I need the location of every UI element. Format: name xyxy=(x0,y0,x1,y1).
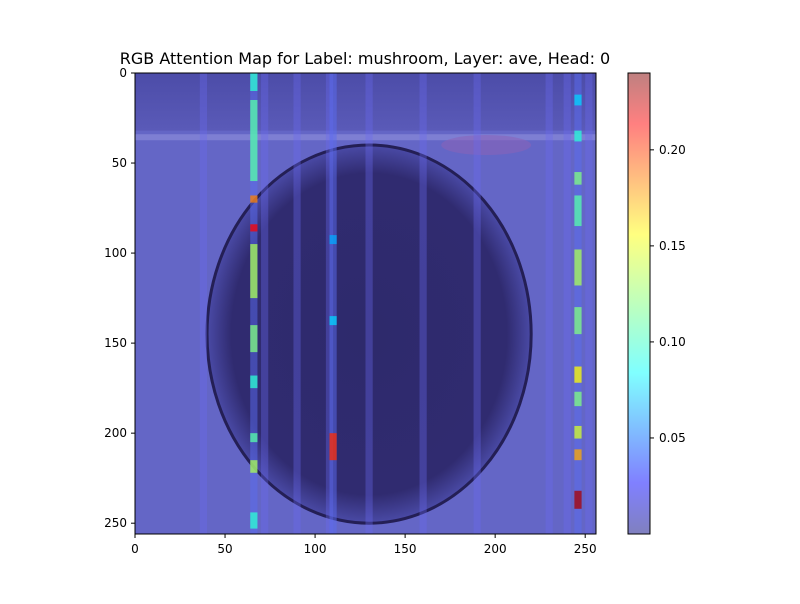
y-tick-label: 250 xyxy=(104,516,127,530)
attention-cell xyxy=(250,512,258,529)
y-tick-label: 150 xyxy=(104,336,127,350)
attention-cell xyxy=(574,172,582,185)
faint-attention-column xyxy=(365,73,373,534)
attention-cell xyxy=(250,375,258,389)
colorbar-tick-label: 0.15 xyxy=(659,239,686,253)
faint-attention-column xyxy=(419,73,427,534)
attention-cell xyxy=(250,325,258,353)
faint-attention-column xyxy=(473,73,481,534)
colorbar: 0.05 0.10 0.15 0.20 xyxy=(627,72,686,535)
faint-attention-column xyxy=(585,73,593,534)
attention-cell xyxy=(574,366,582,383)
y-tick-label: 0 xyxy=(119,66,127,80)
colorbar-gradient xyxy=(628,73,650,534)
attention-cell xyxy=(250,100,258,182)
attention-cell xyxy=(574,249,582,286)
attention-cell xyxy=(250,244,258,299)
faint-attention-column xyxy=(199,73,208,534)
y-tick-label: 200 xyxy=(104,426,127,440)
y-tick-label: 100 xyxy=(104,246,127,260)
attention-cell xyxy=(250,224,258,232)
faint-attention-column xyxy=(261,73,269,534)
attention-column-base xyxy=(329,73,337,534)
attention-cell xyxy=(250,195,258,203)
attention-cell xyxy=(574,94,582,106)
y-axis: 0 50 100 150 200 250 xyxy=(104,66,135,530)
colorbar-frame xyxy=(627,72,651,535)
attention-cell xyxy=(574,307,582,335)
attention-column-base xyxy=(574,73,582,534)
image-mushroom-disk xyxy=(205,143,533,525)
attention-cell xyxy=(250,460,258,473)
attention-cell xyxy=(574,195,582,227)
x-tick-label: 50 xyxy=(217,542,232,556)
plot-frame xyxy=(134,72,597,535)
x-tick-label: 0 xyxy=(131,542,139,556)
colorbar-tick-label: 0.05 xyxy=(659,431,686,445)
faint-attention-column xyxy=(545,73,553,534)
colorbar-tick-label: 0.20 xyxy=(659,143,686,157)
colorbar-ticks: 0.05 0.10 0.15 0.20 xyxy=(650,143,686,445)
y-tick-label: 50 xyxy=(112,156,127,170)
attention-cell xyxy=(574,449,582,461)
attention-cell xyxy=(329,433,337,461)
faint-attention-column xyxy=(293,73,301,534)
attention-cell xyxy=(574,490,582,509)
x-tick-label: 100 xyxy=(304,542,327,556)
attention-column-base xyxy=(250,73,258,534)
attention-cell xyxy=(250,433,258,443)
colorbar-tick-label: 0.10 xyxy=(659,335,686,349)
x-axis: 0 50 100 150 200 250 xyxy=(131,534,597,556)
x-tick-label: 200 xyxy=(484,542,507,556)
x-tick-label: 150 xyxy=(394,542,417,556)
attention-cell xyxy=(574,425,582,439)
attention-cell xyxy=(329,316,337,326)
attention-cell xyxy=(329,235,337,245)
image-pink-glare xyxy=(441,135,532,156)
attention-cell xyxy=(250,73,258,92)
chart-title: RGB Attention Map for Label: mushroom, L… xyxy=(120,49,610,68)
x-tick-label: 250 xyxy=(574,542,597,556)
faint-attention-column xyxy=(563,73,571,534)
image-top-band xyxy=(135,73,596,131)
plot-area xyxy=(135,73,596,534)
attention-cell xyxy=(574,130,582,142)
image-highlight-band xyxy=(135,134,596,141)
attention-cell xyxy=(574,391,582,407)
